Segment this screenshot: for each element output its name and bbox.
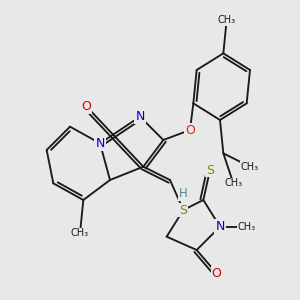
Text: O: O: [82, 100, 92, 113]
Text: H: H: [179, 187, 188, 200]
Text: O: O: [185, 124, 195, 136]
Text: CH₃: CH₃: [218, 15, 236, 25]
Text: O: O: [212, 267, 222, 280]
Text: N: N: [135, 110, 145, 123]
Text: S: S: [179, 203, 187, 217]
Text: CH₃: CH₃: [241, 162, 259, 172]
Text: CH₃: CH₃: [224, 178, 242, 188]
Text: CH₃: CH₃: [238, 222, 256, 232]
Text: N: N: [215, 220, 225, 233]
Text: N: N: [95, 137, 105, 150]
Text: S: S: [206, 164, 214, 176]
Text: CH₃: CH₃: [71, 228, 89, 238]
